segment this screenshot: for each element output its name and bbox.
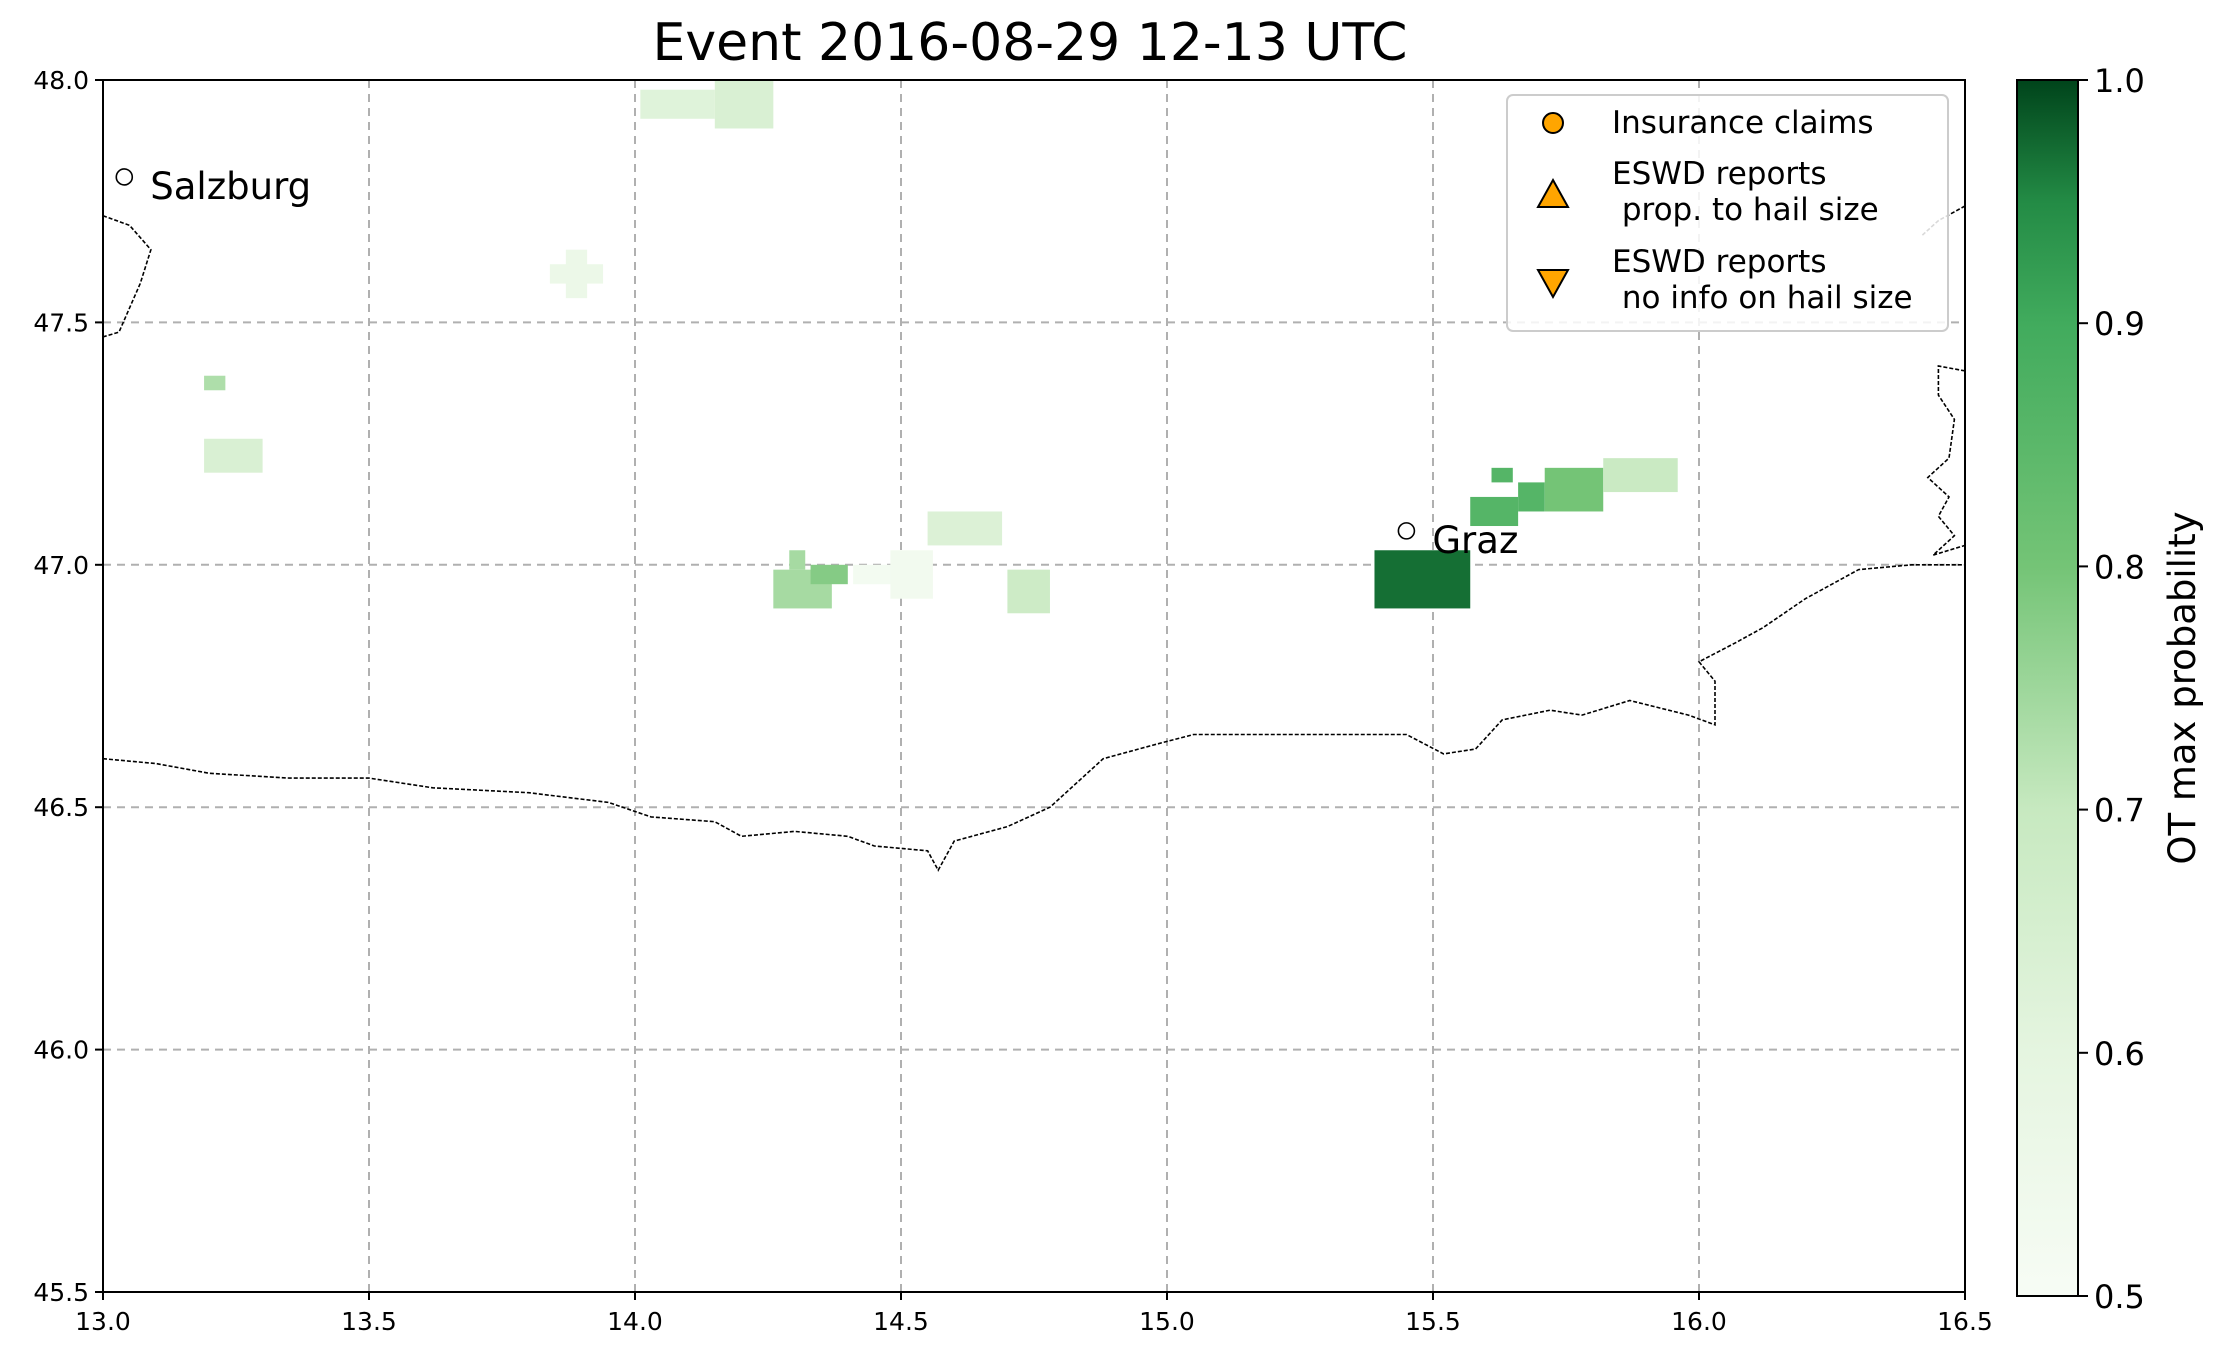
x-axis-ticks: 13.0 13.5 14.0 14.5 15.0 15.5 16.0 16.5 [75, 1292, 1993, 1336]
y-tick-label: 48.0 [33, 66, 89, 95]
ot-probability-cell [1518, 482, 1545, 511]
x-tick-label: 14.0 [607, 1307, 663, 1336]
ot-probability-cell [640, 90, 714, 119]
ot-probability-cell [715, 80, 774, 128]
y-tick-label: 47.0 [33, 551, 89, 580]
city-marker-icon [116, 169, 132, 185]
x-tick-label: 14.5 [873, 1307, 929, 1336]
x-tick-label: 15.0 [1139, 1307, 1195, 1336]
legend-label-insurance-claims: Insurance claims [1612, 105, 1874, 141]
colorbar-tick-label: 1.0 [2094, 62, 2145, 100]
colorbar-tick-label: 0.7 [2094, 792, 2145, 830]
colorbar-ticks: 0.5 0.6 0.7 0.8 0.9 1.0 [2078, 62, 2145, 1316]
ot-probability-cell [204, 376, 225, 391]
ot-probability-cell [928, 511, 1002, 545]
city-label: Salzburg [150, 165, 311, 208]
y-tick-label: 45.5 [33, 1278, 89, 1307]
colorbar-tick-label: 0.9 [2094, 305, 2145, 343]
colorbar-tick-label: 0.8 [2094, 548, 2145, 586]
colorbar-tick-label: 0.5 [2094, 1278, 2145, 1316]
ot-probability-cell [789, 550, 805, 569]
city-label: Graz [1432, 519, 1518, 562]
ot-probability-cell [1007, 570, 1050, 614]
ot-probability-cell [566, 250, 587, 298]
y-axis-ticks: 45.5 46.0 46.5 47.0 47.5 48.0 [33, 66, 103, 1307]
insurance-claims-marker-icon [1543, 113, 1563, 133]
ot-probability-cell [204, 439, 263, 473]
ot-probability-cell [811, 565, 848, 584]
x-tick-label: 16.0 [1671, 1307, 1727, 1336]
colorbar-tick-label: 0.6 [2094, 1035, 2145, 1073]
y-tick-label: 47.5 [33, 308, 89, 337]
ot-probability-cell [1603, 458, 1677, 492]
legend: Insurance claims ESWD reports prop. to h… [1507, 95, 1948, 331]
x-tick-label: 13.0 [75, 1307, 131, 1336]
ot-probability-cell [1492, 468, 1513, 483]
colorbar-gradient [2017, 80, 2078, 1296]
chart-title: Event 2016-08-29 12-13 UTC [653, 13, 1408, 73]
y-tick-label: 46.0 [33, 1036, 89, 1065]
ot-probability-cell [890, 550, 933, 598]
city-marker-icon [1398, 523, 1414, 539]
x-tick-label: 13.5 [341, 1307, 397, 1336]
colorbar: 0.5 0.6 0.7 0.8 0.9 1.0 OT max probability [2017, 62, 2204, 1316]
x-tick-label: 16.5 [1937, 1307, 1993, 1336]
y-tick-label: 46.5 [33, 793, 89, 822]
colorbar-label: OT max probability [2161, 511, 2204, 864]
x-tick-label: 15.5 [1405, 1307, 1461, 1336]
ot-probability-cell [1545, 468, 1604, 512]
